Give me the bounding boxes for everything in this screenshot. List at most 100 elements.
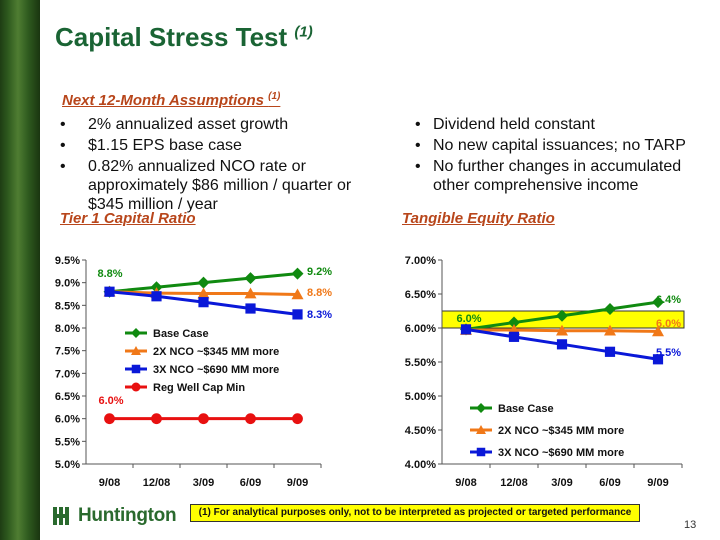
data-label: 6.4% (656, 294, 681, 306)
data-point (508, 331, 520, 342)
y-tick-label: 6.5% (55, 391, 80, 403)
x-tick-label: 3/09 (551, 477, 572, 489)
y-tick-label: 4.00% (405, 459, 436, 471)
data-label: 6.0% (656, 318, 681, 330)
data-point (604, 324, 616, 336)
y-tick-label: 8.0% (55, 323, 80, 335)
assumptions-note: (1) (268, 91, 281, 102)
x-tick-label: 12/08 (500, 477, 528, 489)
data-point (556, 324, 568, 336)
data-point (556, 339, 568, 350)
data-label: 8.8% (307, 287, 332, 299)
y-tick-label: 6.00% (405, 323, 436, 335)
data-point (197, 276, 210, 289)
list-item: 2% annualized asset growth (60, 115, 360, 134)
y-tick-label: 9.5% (55, 255, 80, 267)
data-label: 6.0% (98, 395, 123, 407)
assumptions-list-left: 2% annualized asset growth $1.15 EPS bas… (60, 115, 360, 216)
list-item: Dividend held constant (415, 115, 705, 134)
legend-entry: 3X NCO ~$690 MM more (153, 364, 279, 376)
legend-swatch-marker (476, 403, 486, 413)
data-point (104, 286, 115, 297)
legend-swatch-marker (131, 364, 141, 374)
legend-swatch-marker (131, 328, 141, 338)
page-number: 13 (684, 519, 697, 531)
legend-swatch-marker (131, 346, 141, 355)
data-point (604, 346, 616, 357)
y-tick-label: 5.00% (405, 391, 436, 403)
data-point (292, 413, 303, 425)
assumptions-list-right: Dividend held constant No new capital is… (415, 115, 705, 197)
y-tick-label: 5.50% (405, 357, 436, 369)
list-item: No new capital issuances; no TARP (415, 136, 705, 155)
x-tick-label: 6/09 (240, 477, 261, 489)
assumptions-heading: Next 12-Month Assumptions (1) (62, 91, 281, 109)
data-label: 9.2% (307, 266, 332, 278)
data-point (198, 297, 209, 308)
legend-entry: Reg Well Cap Min (153, 382, 245, 394)
x-tick-label: 6/09 (599, 477, 620, 489)
data-point (291, 288, 304, 300)
legend-entry: Base Case (498, 403, 554, 415)
y-tick-label: 4.50% (405, 425, 436, 437)
logo-text: Huntington (78, 505, 177, 526)
decorative-stripe (0, 0, 40, 540)
x-tick-label: 9/08 (99, 477, 120, 489)
y-tick-label: 6.50% (405, 289, 436, 301)
y-tick-label: 7.00% (405, 255, 436, 267)
data-point (151, 413, 162, 425)
list-item: 0.82% annualized NCO rate or approximate… (60, 157, 360, 214)
legend-swatch-marker (131, 382, 141, 392)
list-item: No further changes in accumulated other … (415, 157, 705, 195)
legend-entry: Base Case (153, 328, 209, 340)
y-tick-label: 5.0% (55, 459, 80, 471)
list-item: $1.15 EPS base case (60, 136, 360, 155)
y-tick-label: 5.5% (55, 436, 80, 448)
data-label: 8.3% (307, 309, 332, 321)
y-tick-label: 8.5% (55, 300, 80, 312)
y-tick-label: 7.0% (55, 368, 80, 380)
x-tick-label: 3/09 (193, 477, 214, 489)
x-tick-label: 9/09 (287, 477, 308, 489)
data-point (151, 291, 162, 302)
legend-entry: 2X NCO ~$345 MM more (153, 346, 279, 358)
data-point (460, 324, 472, 335)
chart-title-tangible: Tangible Equity Ratio (402, 210, 555, 227)
y-tick-label: 7.5% (55, 346, 80, 358)
data-point (245, 303, 256, 314)
page-title: Capital Stress Test (1) (55, 22, 313, 52)
footnote: (1) For analytical purposes only, not to… (190, 504, 640, 522)
data-point (508, 316, 520, 329)
data-point (556, 309, 568, 322)
data-point (198, 413, 209, 425)
huntington-logo-icon (53, 507, 69, 525)
data-point (652, 354, 664, 365)
huntington-logo: Huntington (52, 505, 177, 527)
data-point (652, 325, 664, 337)
y-tick-label: 6.0% (55, 414, 80, 426)
x-tick-label: 9/08 (455, 477, 476, 489)
y-tick-label: 9.0% (55, 278, 80, 290)
data-label: 6.0% (456, 313, 481, 325)
data-point (244, 287, 257, 299)
data-point (197, 287, 210, 299)
legend-entry: 2X NCO ~$345 MM more (498, 425, 624, 437)
x-tick-label: 9/09 (647, 477, 668, 489)
data-label: 5.5% (656, 347, 681, 359)
legend-entry: 3X NCO ~$690 MM more (498, 447, 624, 459)
legend-swatch-marker (476, 447, 486, 457)
data-label: 8.8% (97, 268, 122, 280)
data-point (291, 267, 304, 280)
data-point (244, 272, 257, 285)
data-point (245, 413, 256, 425)
legend-swatch-marker (476, 425, 486, 434)
data-point (652, 296, 664, 309)
data-point (292, 309, 303, 320)
data-point (604, 302, 616, 315)
chart-title-tier1: Tier 1 Capital Ratio (60, 210, 196, 227)
data-point (104, 413, 115, 425)
title-note: (1) (294, 23, 313, 41)
x-tick-label: 12/08 (143, 477, 171, 489)
